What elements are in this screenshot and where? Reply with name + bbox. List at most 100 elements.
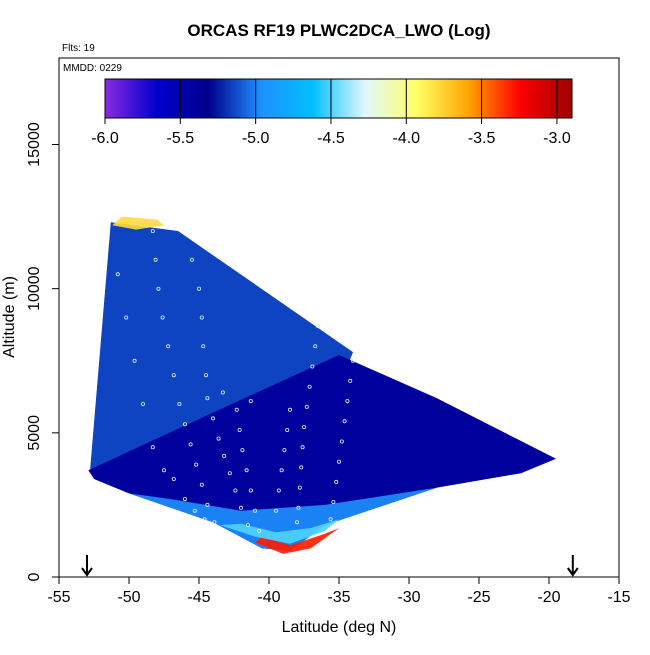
flight-track-point (334, 479, 339, 484)
flight-track-point (336, 459, 341, 464)
y-axis-title: Altitude (m) (1, 276, 18, 358)
flight-track-point (202, 517, 207, 522)
flight-track-point (161, 468, 166, 473)
flight-track-point (199, 482, 204, 487)
y-tick-label: 5000 (26, 415, 43, 451)
flight-track-point (132, 358, 137, 363)
flight-track-point (234, 407, 239, 412)
x-tick-label: -15 (607, 589, 630, 606)
axes: -55 -50 -45 -40 -35 -30 -25 -20 -15 0 5000 10000 150… (26, 122, 631, 606)
x-tick-label: -20 (537, 589, 560, 606)
flight-track-point (279, 468, 284, 473)
colorbar-tick-label: -6.0 (91, 130, 119, 147)
flight-track-point (203, 373, 208, 378)
chart-title: ORCAS RF19 PLWC2DCA_LWO (Log) (187, 21, 490, 40)
region-bottom (129, 487, 437, 551)
colorbar-tick-label: -5.5 (167, 130, 195, 147)
y-tick-label: 10000 (26, 266, 43, 311)
flight-track-point (106, 226, 111, 231)
region-lower (88, 355, 557, 551)
flight-track-point (348, 378, 353, 383)
x-tick-label: -40 (257, 589, 280, 606)
flight-track-point (287, 407, 292, 412)
flight-track-point (194, 462, 199, 467)
flight-track-point (212, 520, 217, 525)
flight-track-point (240, 448, 245, 453)
flight-track-point (201, 344, 206, 349)
flight-track-point (188, 442, 193, 447)
colorbar-tick-label: -3.5 (468, 130, 496, 147)
high-band-0 (255, 528, 339, 554)
x-tick-label: -30 (397, 589, 420, 606)
flight-track-point (182, 422, 187, 427)
colorbar-tick-label: -4.0 (393, 130, 421, 147)
x-axis-title: Latitude (deg N) (282, 619, 397, 636)
flight-track-point (331, 499, 336, 504)
x-tick-label: -50 (117, 589, 140, 606)
flight-track-point (205, 502, 210, 507)
flight-track-point (301, 425, 306, 430)
flight-track-point (115, 272, 120, 277)
x-tick-label: -35 (327, 589, 350, 606)
y-tick-label: 0 (26, 572, 43, 581)
colorbar-tick-label: -4.5 (317, 130, 345, 147)
flight-marker-arrowhead (81, 567, 93, 577)
flight-track-point (245, 523, 250, 528)
flight-track-point (238, 505, 243, 510)
flight-track-point (205, 396, 210, 401)
flight-track-point (350, 358, 355, 363)
high-band-2 (220, 519, 339, 544)
flight-marker-arrowhead (566, 567, 579, 577)
flight-track-point (222, 453, 227, 458)
flight-track-point (248, 488, 253, 493)
flight-track-point (296, 505, 301, 510)
flight-track-point (182, 497, 187, 502)
flight-track-point (328, 517, 333, 522)
flight-track-point (299, 465, 304, 470)
colorbar-tick-label: -5.0 (242, 130, 270, 147)
flight-track-point (199, 315, 204, 320)
flight-track-point (160, 315, 165, 320)
flight-track-point (310, 364, 315, 369)
flights-label: Flts: 19 (62, 43, 95, 54)
flight-track-point (216, 436, 221, 441)
flight-track-point (273, 508, 278, 513)
flight-track-point (192, 508, 197, 513)
flight-track-point (177, 401, 182, 406)
plot-area (88, 216, 557, 554)
flight-track-point (233, 488, 238, 493)
flight-track-point (171, 476, 176, 481)
flight-track-point (248, 399, 253, 404)
flight-track-point (156, 286, 161, 291)
flight-track-point (304, 404, 309, 409)
flight-track-point (227, 471, 232, 476)
flight-track-point (153, 257, 158, 262)
flight-track-point (150, 445, 155, 450)
flight-track-point (124, 315, 129, 320)
flight-track-point (171, 373, 176, 378)
flight-track-point (276, 488, 281, 493)
flight-track-point (196, 286, 201, 291)
flight-track-point (285, 427, 290, 432)
flight-track-point (210, 416, 215, 421)
x-tick-label: -25 (467, 589, 490, 606)
flight-track-point (342, 419, 347, 424)
flight-track-point (244, 468, 249, 473)
flight-track-point (300, 445, 305, 450)
colorbar-gradient (104, 78, 573, 119)
x-tick-label: -45 (187, 589, 210, 606)
y-tick-label: 15000 (26, 122, 43, 167)
flight-track-point (282, 448, 287, 453)
high-band-1 (112, 216, 164, 230)
flight-track-point (237, 427, 242, 432)
flight-track-point (150, 228, 155, 233)
flight-track-point (294, 520, 299, 525)
colorbar-tick-label: -3.0 (543, 130, 571, 147)
flight-track-point (345, 399, 350, 404)
flight-track-point (257, 528, 262, 533)
flight-track-point (315, 324, 320, 329)
flight-track-point (339, 439, 344, 444)
flight-track-point (220, 390, 225, 395)
